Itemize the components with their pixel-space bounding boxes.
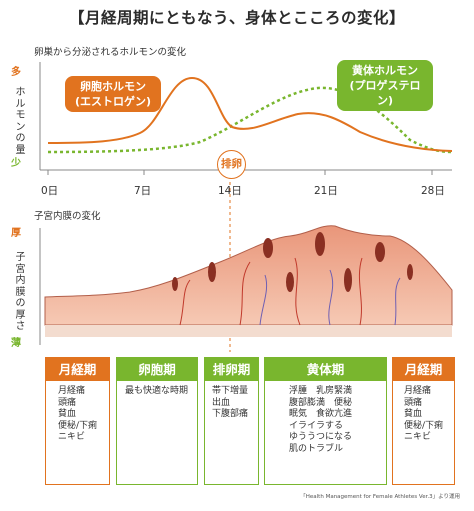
phase-menstrual-1-symptoms: 月経痛 頭痛 貧血 便秘/下痢 ニキビ <box>46 381 109 444</box>
phase-menstrual-1-title: 月経期 <box>46 358 109 381</box>
symptom: 貧血 <box>404 409 423 420</box>
hormone-ylabel: ホルモンの量 <box>15 87 26 156</box>
symptom: 下腹部痛 <box>212 409 249 420</box>
source-credit: 「Health Management for Female Athletes V… <box>300 494 460 500</box>
vessel <box>179 279 191 326</box>
blood-vessels <box>179 257 401 326</box>
symptom: 月経痛 <box>58 386 86 396</box>
vessel <box>394 277 401 326</box>
gland <box>286 272 294 292</box>
endometrium-level-thick: 厚 <box>11 228 21 239</box>
progesterone-label-line-1: 黄体ホルモン <box>352 64 418 77</box>
phase-menstrual-2-symptoms: 月経痛 頭痛 貧血 便秘/下痢 ニキビ <box>393 381 454 444</box>
estrogen-label-line-1: 卵胞ホルモン <box>80 80 146 93</box>
gland <box>375 242 385 262</box>
gland <box>208 262 216 282</box>
symptom: 頭痛 <box>404 397 423 408</box>
gland <box>263 238 273 258</box>
symptom: イライラする <box>289 420 344 431</box>
symptom: 月経痛 <box>404 386 432 396</box>
vessel <box>328 269 334 326</box>
progesterone-curve <box>47 86 453 154</box>
phase-menstrual-2-title: 月経期 <box>393 358 454 381</box>
phase-follicular: 卵胞期 最も快適な時期 <box>116 357 198 485</box>
symptom: 浮腫 乳房緊満 <box>289 386 353 396</box>
phase-ovulation: 排卵期 帯下増量 出血 下腹部痛 <box>204 357 259 485</box>
hormone-level-low: 少 <box>11 158 21 169</box>
day-label-7: 7日 <box>134 185 152 197</box>
symptom: 最も快適な時期 <box>125 386 189 396</box>
endometrium-ylabel: 子宮内膜の厚さ <box>15 252 26 332</box>
symptom: ゆううつになる <box>289 432 353 443</box>
endometrium-subtitle: 子宮内膜の変化 <box>34 211 101 222</box>
gland <box>344 268 352 292</box>
gland <box>407 264 413 280</box>
symptom: ニキビ <box>58 432 86 443</box>
endometrium-base <box>45 325 452 337</box>
symptom: ニキビ <box>404 432 432 443</box>
endometrium-glands <box>172 232 413 292</box>
vessel <box>294 257 301 326</box>
vessel <box>358 257 363 326</box>
phase-follicular-symptoms: 最も快適な時期 <box>117 381 197 398</box>
progesterone-label-line-2: (プロゲステロン) <box>349 79 421 107</box>
vessel <box>239 261 251 326</box>
phase-menstrual-2: 月経期 月経痛 頭痛 貧血 便秘/下痢 ニキビ <box>392 357 455 485</box>
progesterone-label: 黄体ホルモン (プロゲステロン) <box>337 60 433 111</box>
symptom: 便秘/下痢 <box>404 420 444 431</box>
day-label-14: 14日 <box>218 185 242 197</box>
endometrium-layer <box>44 225 453 326</box>
day-label-0: 0日 <box>41 185 59 197</box>
day-label-21: 21日 <box>314 185 338 197</box>
hormone-subtitle: 卵巣から分泌されるホルモンの変化 <box>34 47 187 58</box>
gland <box>315 232 325 256</box>
day-label-28: 28日 <box>421 185 445 197</box>
symptom: 貧血 <box>58 409 77 420</box>
symptom: 頭痛 <box>58 397 77 408</box>
symptom: 肌のトラブル <box>289 443 344 454</box>
phase-ovulation-title: 排卵期 <box>205 358 258 381</box>
phase-luteal-symptoms: 浮腫 乳房緊満 腹部膨満 便秘 眠気 食欲亢進 イライラする ゆううつになる 肌… <box>265 381 386 456</box>
phase-luteal: 黄体期 浮腫 乳房緊満 腹部膨満 便秘 眠気 食欲亢進 イライラする ゆううつに… <box>264 357 387 485</box>
phase-luteal-title: 黄体期 <box>265 358 386 381</box>
symptom: 出血 <box>212 397 231 408</box>
phase-ovulation-symptoms: 帯下増量 出血 下腹部痛 <box>205 381 258 421</box>
page-title: 【月経周期にともなう、身体とこころの変化】 <box>68 9 405 27</box>
gland <box>172 277 178 291</box>
estrogen-label: 卵胞ホルモン (エストロゲン) <box>65 76 161 112</box>
estrogen-curve <box>47 76 453 152</box>
symptom: 帯下増量 <box>212 386 249 396</box>
ovulation-marker: 排卵 <box>217 150 246 179</box>
hormone-level-high: 多 <box>11 67 21 78</box>
endometrium-level-thin: 薄 <box>11 338 21 349</box>
symptom: 便秘/下痢 <box>58 420 98 431</box>
vessel <box>259 274 268 326</box>
phase-menstrual-1: 月経期 月経痛 頭痛 貧血 便秘/下痢 ニキビ <box>45 357 110 485</box>
phase-follicular-title: 卵胞期 <box>117 358 197 381</box>
symptom: 眠気 食欲亢進 <box>289 409 353 420</box>
symptom: 腹部膨満 便秘 <box>289 397 353 408</box>
estrogen-label-line-2: (エストロゲン) <box>74 95 152 108</box>
